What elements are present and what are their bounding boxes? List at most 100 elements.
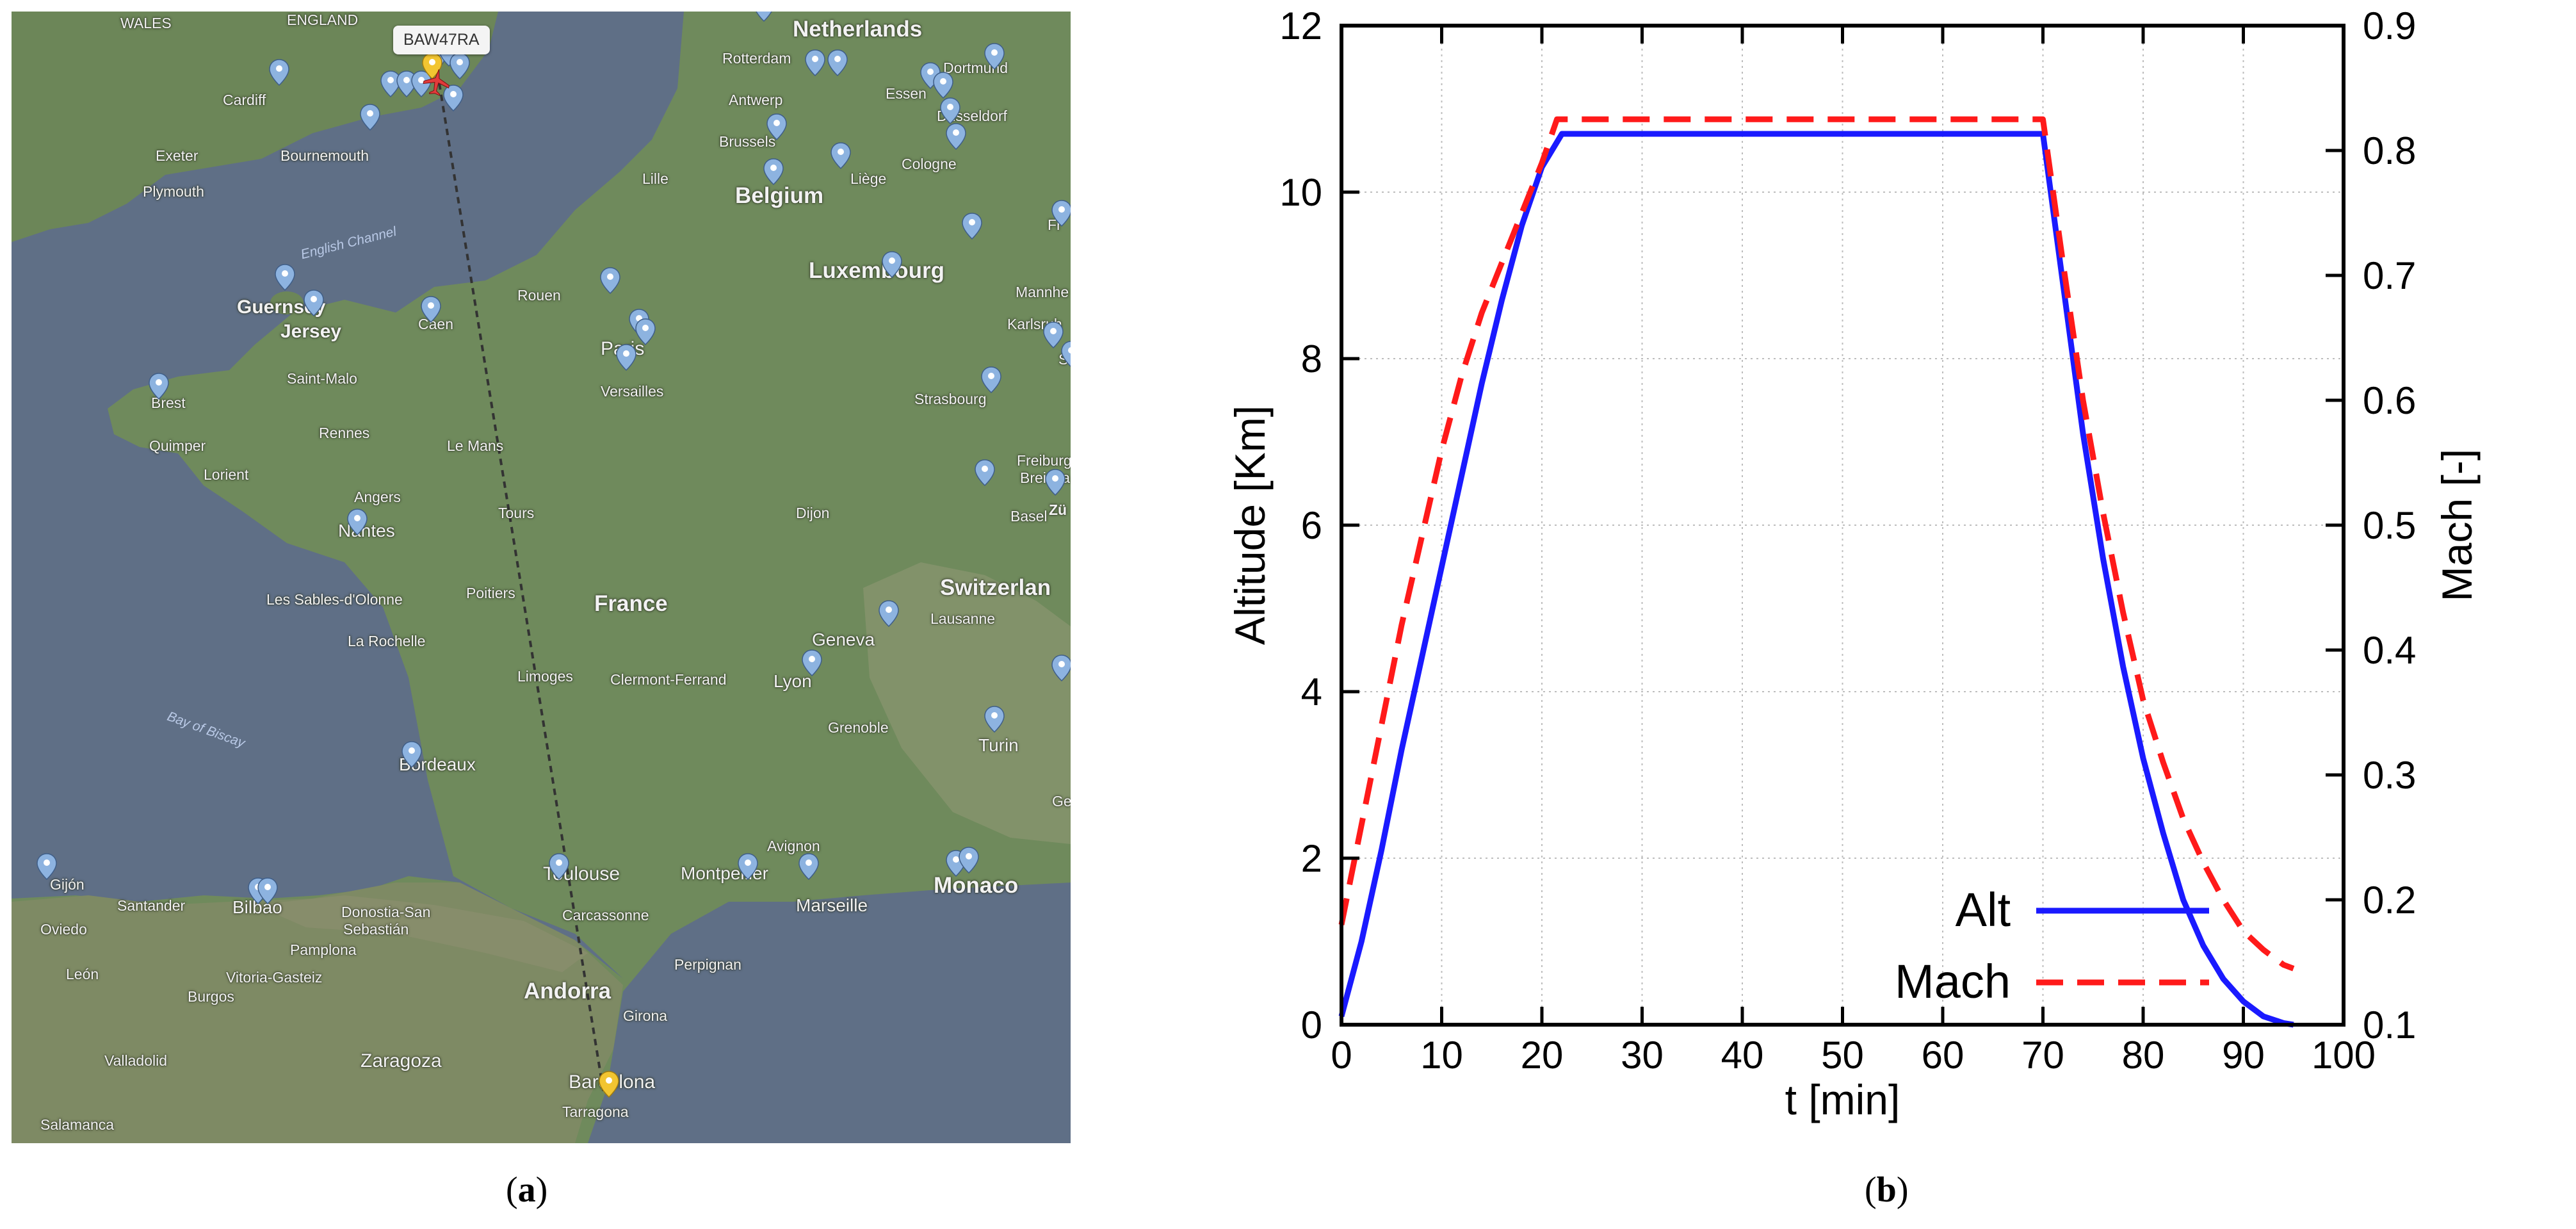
aircraft-icon[interactable] — [423, 68, 451, 96]
airport-pin-icon[interactable] — [878, 600, 900, 627]
airport-pin-icon[interactable] — [148, 373, 170, 400]
label-marseille: Marseille — [796, 895, 868, 915]
legend-label-alt: Alt — [1956, 883, 2011, 936]
caption-b: (b) — [1865, 1170, 1909, 1210]
airport-pin-icon[interactable] — [1044, 469, 1066, 496]
airport-pin-icon[interactable] — [449, 53, 471, 79]
legend-label-mach: Mach — [1895, 955, 2011, 1008]
y2-tick-label: 0.6 — [2363, 379, 2416, 422]
airport-pin-icon[interactable] — [939, 97, 961, 124]
airport-pin-icon[interactable] — [984, 706, 1005, 733]
y-tick-label: 12 — [1279, 4, 1322, 47]
label-belgium: Belgium — [735, 183, 824, 208]
land-guernsey — [270, 291, 304, 314]
airport-pin-icon[interactable] — [548, 853, 570, 880]
x-tick-label: 40 — [1721, 1034, 1764, 1077]
label-quimper: Quimper — [149, 437, 206, 454]
y2-tick-label: 0.5 — [2363, 504, 2416, 547]
label-turin: Turin — [978, 735, 1019, 755]
label-freiburg: Freiburg — [1017, 452, 1071, 469]
label-switzerland: Switzerlan — [940, 575, 1051, 600]
y-tick-label: 10 — [1279, 171, 1322, 214]
y2-tick-label: 0.1 — [2363, 1004, 2416, 1046]
origin-airport-pin-icon[interactable] — [421, 53, 443, 79]
airport-pin-icon[interactable] — [303, 289, 325, 316]
y-axis-label: Altitude [Km] — [1226, 405, 1274, 645]
relief-pyrenees — [255, 895, 588, 972]
airport-pin-icon[interactable] — [346, 509, 368, 535]
label-la-rochelle: La Rochelle — [348, 633, 426, 649]
airport-pin-icon[interactable] — [274, 264, 296, 291]
airport-pin-icon[interactable] — [401, 741, 423, 768]
label-sebastian: Sebastián — [343, 921, 409, 938]
airport-pin-icon[interactable] — [1042, 321, 1064, 348]
airport-pin-icon[interactable] — [932, 72, 954, 99]
airport-pin-icon[interactable] — [798, 853, 820, 880]
flight-profile-chart: 0 10 20 30 40 50 60 70 80 90 100 0 2 4 6 8 10 12 0.1 0.2 0.3… — [1226, 4, 2481, 1123]
label-lorient: Lorient — [204, 466, 249, 483]
airport-pin-icon[interactable] — [984, 43, 1005, 70]
airport-pin-icon[interactable] — [257, 877, 279, 904]
land-britain — [12, 12, 498, 242]
series-alt-line — [1338, 131, 2294, 1028]
flight-callsign-tag[interactable]: BAW47RA — [393, 26, 490, 54]
airport-pin-icon[interactable] — [974, 459, 996, 486]
label-strasbourg: Strasbourg — [914, 391, 987, 407]
airport-pin-icon[interactable] — [763, 158, 784, 185]
airport-pin-icon[interactable] — [766, 113, 788, 140]
airport-pin-icon[interactable] — [737, 853, 759, 880]
label-zurich: Zü — [1049, 501, 1067, 518]
label-tarragona: Tarragona — [562, 1103, 629, 1120]
label-netherlands: Netherlands — [793, 17, 923, 42]
label-santander: Santander — [117, 897, 186, 914]
y-tick-label: 8 — [1301, 338, 1322, 380]
airport-pin-icon[interactable] — [1051, 655, 1071, 681]
label-andorra: Andorra — [524, 979, 612, 1004]
airport-pin-icon[interactable] — [442, 85, 464, 111]
airport-pin-icon[interactable] — [961, 213, 983, 240]
airport-pin-icon[interactable] — [410, 70, 432, 97]
airport-pin-icon[interactable] — [958, 847, 980, 874]
label-mannheim: Mannhe — [1016, 284, 1069, 300]
airport-pin-icon[interactable] — [753, 12, 775, 22]
label-france: France — [594, 591, 668, 616]
airport-pin-icon[interactable] — [830, 142, 852, 169]
label-exeter: Exeter — [156, 147, 198, 164]
label-ge: Ge — [1052, 793, 1071, 810]
airport-pin-icon[interactable] — [804, 49, 826, 76]
airport-pin-icon[interactable] — [945, 123, 967, 150]
label-versailles: Versailles — [601, 383, 664, 400]
label-lyon: Lyon — [774, 671, 812, 691]
label-liege: Liège — [850, 170, 887, 187]
label-jersey: Jersey — [280, 321, 342, 342]
airport-pin-icon[interactable] — [420, 296, 442, 323]
airport-pin-icon[interactable] — [827, 49, 848, 76]
airport-pin-icon[interactable] — [980, 366, 1002, 393]
airport-pin-icon[interactable] — [36, 853, 58, 880]
label-limoges: Limoges — [517, 668, 573, 685]
chart-grid — [1341, 26, 2344, 1025]
label-cardiff: Cardiff — [223, 92, 266, 108]
airport-pin-icon[interactable] — [599, 267, 621, 294]
label-lausanne: Lausanne — [930, 610, 996, 627]
airport-pin-icon[interactable] — [1051, 200, 1071, 227]
airport-pin-icon[interactable] — [881, 251, 903, 278]
airport-pin-icon[interactable] — [635, 318, 656, 345]
label-le-mans: Le Mans — [447, 437, 504, 454]
label-girona: Girona — [623, 1007, 668, 1024]
flight-map[interactable]: WALES ENGLAND Netherlands Rotterdam Dort… — [12, 12, 1071, 1143]
label-vitoria: Vitoria-Gasteiz — [226, 969, 323, 986]
destination-airport-pin-icon[interactable] — [598, 1071, 620, 1098]
airport-pin-icon[interactable] — [801, 649, 823, 676]
airport-pin-icon[interactable] — [1060, 341, 1071, 368]
airport-pin-icon[interactable] — [615, 344, 637, 371]
label-lille: Lille — [642, 170, 668, 187]
label-perpignan: Perpignan — [674, 956, 741, 973]
airport-pin-icon[interactable] — [268, 59, 290, 86]
label-angers: Angers — [354, 489, 401, 505]
airport-pin-icon[interactable] — [359, 104, 381, 131]
label-pamplona: Pamplona — [290, 941, 357, 958]
label-rotterdam: Rotterdam — [722, 50, 791, 67]
label-antwerp: Antwerp — [729, 92, 783, 108]
y2-tick-label: 0.9 — [2363, 4, 2416, 47]
